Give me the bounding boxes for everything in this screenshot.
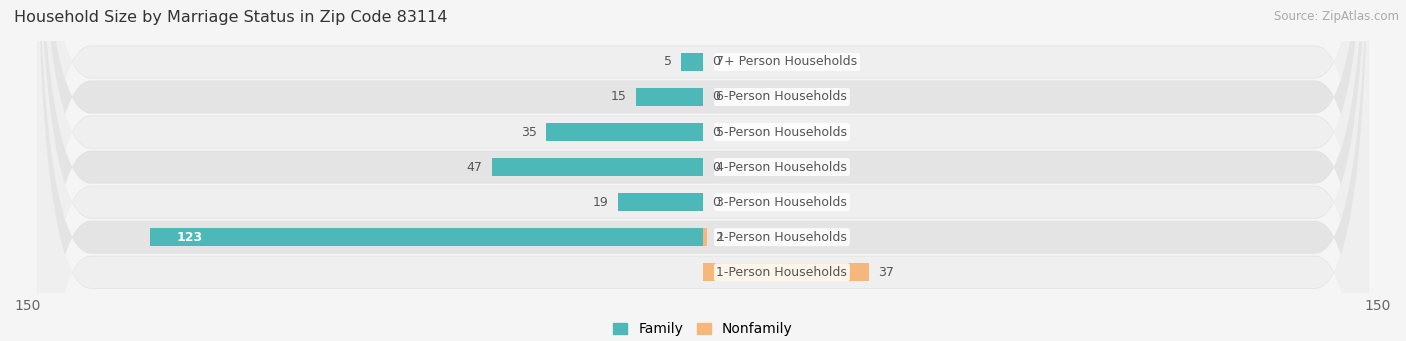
- FancyBboxPatch shape: [37, 0, 1369, 341]
- FancyBboxPatch shape: [37, 0, 1369, 341]
- FancyBboxPatch shape: [37, 0, 1369, 341]
- FancyBboxPatch shape: [37, 0, 1369, 341]
- Bar: [492, 158, 703, 176]
- Text: 6-Person Households: 6-Person Households: [717, 90, 848, 104]
- Text: Household Size by Marriage Status in Zip Code 83114: Household Size by Marriage Status in Zip…: [14, 10, 447, 25]
- Text: 0: 0: [711, 90, 720, 104]
- Text: 3-Person Households: 3-Person Households: [717, 196, 848, 209]
- Text: 0: 0: [711, 161, 720, 174]
- Text: 1-Person Households: 1-Person Households: [717, 266, 848, 279]
- FancyBboxPatch shape: [37, 0, 1369, 341]
- FancyBboxPatch shape: [37, 0, 1369, 341]
- Text: 5-Person Households: 5-Person Households: [717, 125, 848, 138]
- Text: 7+ Person Households: 7+ Person Households: [717, 56, 858, 69]
- Bar: [703, 228, 707, 246]
- Text: 47: 47: [467, 161, 482, 174]
- Text: 0: 0: [711, 196, 720, 209]
- FancyBboxPatch shape: [37, 0, 1369, 341]
- FancyBboxPatch shape: [37, 0, 1369, 341]
- Legend: Family, Nonfamily: Family, Nonfamily: [607, 317, 799, 341]
- Text: 15: 15: [610, 90, 627, 104]
- Text: 1: 1: [717, 231, 724, 244]
- Text: 19: 19: [593, 196, 609, 209]
- FancyBboxPatch shape: [37, 0, 1369, 341]
- Text: 35: 35: [520, 125, 537, 138]
- FancyBboxPatch shape: [37, 0, 1369, 341]
- FancyBboxPatch shape: [37, 0, 1369, 341]
- FancyBboxPatch shape: [37, 0, 1369, 341]
- Text: 123: 123: [177, 231, 202, 244]
- Bar: [149, 228, 703, 246]
- Text: 0: 0: [711, 56, 720, 69]
- Bar: [636, 88, 703, 106]
- Text: 4-Person Households: 4-Person Households: [717, 161, 848, 174]
- Text: 0: 0: [711, 125, 720, 138]
- Bar: [681, 53, 703, 71]
- Bar: [703, 263, 869, 281]
- Text: 5: 5: [664, 56, 672, 69]
- Text: Source: ZipAtlas.com: Source: ZipAtlas.com: [1274, 10, 1399, 23]
- Text: 2-Person Households: 2-Person Households: [717, 231, 848, 244]
- FancyBboxPatch shape: [37, 0, 1369, 341]
- Bar: [617, 193, 703, 211]
- Bar: [546, 123, 703, 141]
- Text: 37: 37: [879, 266, 894, 279]
- FancyBboxPatch shape: [37, 0, 1369, 341]
